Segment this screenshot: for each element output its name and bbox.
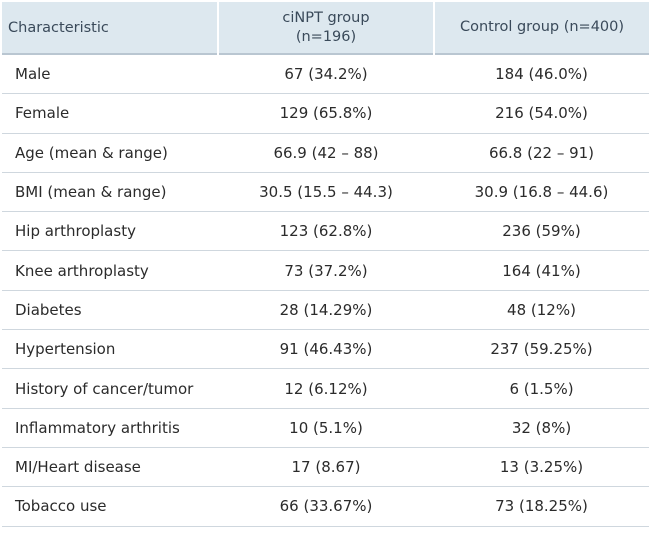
row-label: MI/Heart disease — [2, 446, 218, 487]
row-cinpt-value: 10 (5.1%) — [218, 407, 434, 448]
table-row: BMI (mean & range) 30.5 (15.5 – 44.3) 30… — [2, 171, 649, 212]
header-row: Characteristic ciNPT group (n=196) Contr… — [2, 2, 649, 54]
characteristics-table-container: Characteristic ciNPT group (n=196) Contr… — [2, 2, 649, 527]
row-control-value: 237 (59.25%) — [434, 329, 649, 369]
row-control-value: 216 (54.0%) — [434, 93, 649, 134]
row-control-value: 184 (46.0%) — [434, 53, 649, 94]
row-cinpt-value: 30.5 (15.5 – 44.3) — [218, 171, 434, 212]
header-control-group: Control group (n=400) — [434, 2, 649, 54]
characteristics-table: Characteristic ciNPT group (n=196) Contr… — [2, 2, 649, 527]
table-row: MI/Heart disease 17 (8.67) 13 (3.25%) — [2, 446, 649, 487]
table-row: Male 67 (34.2%) 184 (46.0%) — [2, 53, 649, 94]
row-label: Age (mean & range) — [2, 132, 218, 173]
row-cinpt-value: 66.9 (42 – 88) — [218, 132, 434, 173]
row-cinpt-value: 28 (14.29%) — [218, 289, 434, 330]
table-row: History of cancer/tumor 12 (6.12%) 6 (1.… — [2, 368, 649, 409]
row-label: Knee arthroplasty — [2, 250, 218, 291]
row-cinpt-value: 73 (37.2%) — [218, 250, 434, 291]
row-label: Female — [2, 93, 218, 134]
table-header: Characteristic ciNPT group (n=196) Contr… — [2, 2, 649, 54]
row-cinpt-value: 91 (46.43%) — [218, 329, 434, 369]
row-control-value: 13 (3.25%) — [434, 446, 649, 487]
row-control-value: 236 (59%) — [434, 211, 649, 251]
row-control-value: 32 (8%) — [434, 407, 649, 448]
table-row: Tobacco use 66 (33.67%) 73 (18.25%) — [2, 486, 649, 527]
row-label: Hypertension — [2, 329, 218, 369]
header-cinpt-group: ciNPT group (n=196) — [218, 2, 435, 54]
row-control-value: 66.8 (22 – 91) — [434, 132, 649, 173]
table-row: Hip arthroplasty 123 (62.8%) 236 (59%) — [2, 211, 649, 251]
row-control-value: 30.9 (16.8 – 44.6) — [434, 171, 649, 212]
table-row: Knee arthroplasty 73 (37.2%) 164 (41%) — [2, 250, 649, 291]
row-label: Inflammatory arthritis — [2, 407, 218, 448]
row-label: Hip arthroplasty — [2, 211, 218, 251]
row-label: Male — [2, 53, 218, 94]
row-control-value: 48 (12%) — [434, 289, 649, 330]
row-cinpt-value: 67 (34.2%) — [218, 53, 434, 94]
row-label: Tobacco use — [2, 486, 218, 527]
row-control-value: 164 (41%) — [434, 250, 649, 291]
table-row: Hypertension 91 (46.43%) 237 (59.25%) — [2, 329, 649, 369]
row-control-value: 73 (18.25%) — [434, 486, 649, 527]
table-row: Diabetes 28 (14.29%) 48 (12%) — [2, 289, 649, 330]
header-cinpt-line1: ciNPT group — [282, 9, 370, 26]
table-body: Male 67 (34.2%) 184 (46.0%) Female 129 (… — [2, 53, 649, 527]
row-label: Diabetes — [2, 289, 218, 330]
row-cinpt-value: 129 (65.8%) — [218, 93, 434, 134]
table-row: Age (mean & range) 66.9 (42 – 88) 66.8 (… — [2, 132, 649, 173]
table-row: Female 129 (65.8%) 216 (54.0%) — [2, 93, 649, 134]
row-cinpt-value: 17 (8.67) — [218, 446, 434, 487]
header-cinpt-line2: (n=196) — [295, 28, 357, 45]
row-cinpt-value: 12 (6.12%) — [218, 368, 434, 409]
row-label: History of cancer/tumor — [2, 368, 218, 409]
row-label: BMI (mean & range) — [2, 171, 218, 212]
row-cinpt-value: 66 (33.67%) — [218, 486, 434, 527]
header-characteristic: Characteristic — [2, 2, 219, 54]
row-cinpt-value: 123 (62.8%) — [218, 211, 434, 251]
row-control-value: 6 (1.5%) — [434, 368, 649, 409]
table-row: Inflammatory arthritis 10 (5.1%) 32 (8%) — [2, 407, 649, 448]
